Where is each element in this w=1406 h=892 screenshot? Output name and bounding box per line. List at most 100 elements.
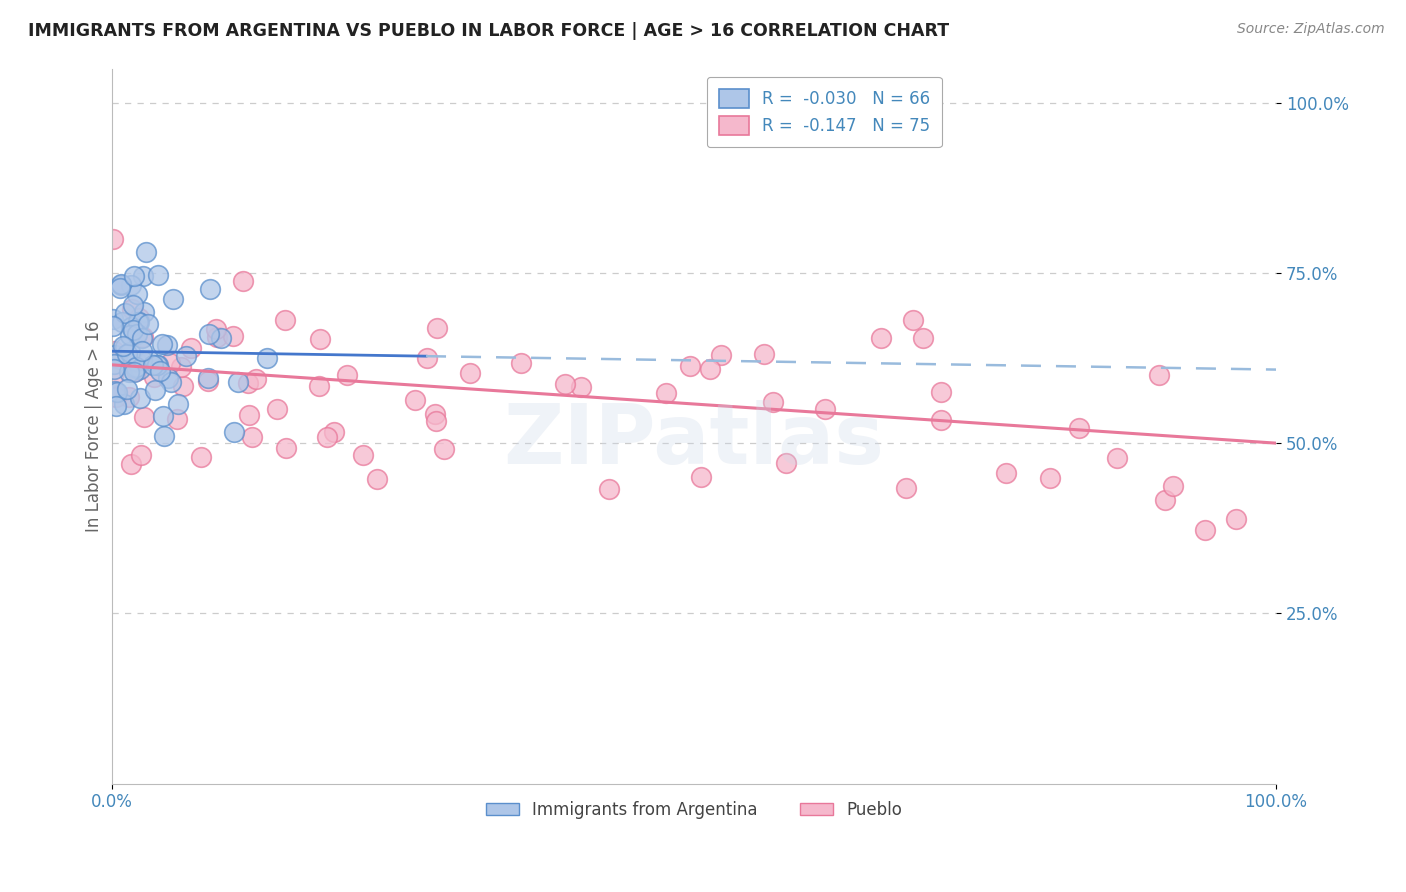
Point [197,371,219,385]
Point [1107,450,1129,465]
Point [710,347,733,361]
Point [134,410,156,425]
Point [104,399,127,413]
Point [166,411,188,425]
Point [209,331,232,345]
Point [699,361,721,376]
Point [256,351,278,365]
Point [118,365,141,379]
Point [131,343,153,358]
Point [111,338,134,352]
Point [122,268,145,283]
Point [132,305,155,319]
Point [433,442,456,456]
Point [274,313,297,327]
Point [115,382,138,396]
Point [157,371,180,385]
Point [103,384,125,399]
Point [1153,492,1175,507]
Point [404,392,426,407]
Point [458,367,481,381]
Point [276,441,298,455]
Point [122,298,145,312]
Point [114,306,136,320]
Point [690,469,713,483]
Point [142,369,165,384]
Point [180,342,202,356]
Point [128,315,150,329]
Point [323,425,346,439]
Point [120,345,142,359]
Point [103,357,125,371]
Point [352,448,374,462]
Point [510,356,533,370]
Point [103,361,125,376]
Point [125,354,148,368]
Point [172,379,194,393]
Point [554,376,576,391]
Point [121,301,143,316]
Point [911,330,934,344]
Point [1225,511,1247,525]
Point [174,349,197,363]
Point [160,375,183,389]
Point [101,232,124,246]
Point [132,269,155,284]
Point [120,457,142,471]
Point [240,430,263,444]
Point [103,343,125,358]
Point [678,359,700,374]
Point [198,282,221,296]
Point [125,327,148,342]
Point [245,372,267,386]
Point [762,394,785,409]
Point [198,327,221,342]
Point [128,391,150,405]
Point [308,379,330,393]
Point [228,375,250,389]
Point [129,361,152,376]
Text: ZIPatlas: ZIPatlas [503,400,884,481]
Point [118,390,141,404]
Point [425,414,447,428]
Point [110,277,132,292]
Point [101,319,124,334]
Point [104,348,127,362]
Point [131,353,153,368]
Point [366,472,388,486]
Legend: Immigrants from Argentina, Pueblo: Immigrants from Argentina, Pueblo [479,794,908,825]
Point [423,407,446,421]
Point [222,425,245,439]
Text: IMMIGRANTS FROM ARGENTINA VS PUEBLO IN LABOR FORCE | AGE > 16 CORRELATION CHART: IMMIGRANTS FROM ARGENTINA VS PUEBLO IN L… [28,22,949,40]
Point [131,331,153,345]
Point [127,287,149,301]
Point [869,330,891,344]
Point [205,329,228,343]
Point [426,321,449,335]
Point [127,315,149,329]
Point [135,244,157,259]
Point [308,332,330,346]
Point [156,338,179,352]
Point [416,351,439,365]
Point [205,321,228,335]
Point [128,310,150,325]
Point [901,313,924,327]
Y-axis label: In Labor Force | Age > 16: In Labor Force | Age > 16 [86,320,103,532]
Point [149,364,172,378]
Point [120,327,142,342]
Point [190,450,212,464]
Point [236,376,259,390]
Point [1147,368,1170,382]
Point [995,466,1018,480]
Point [101,311,124,326]
Point [232,274,254,288]
Point [1194,523,1216,537]
Point [107,385,129,400]
Point [105,390,128,404]
Point [138,353,160,368]
Point [145,358,167,372]
Point [162,293,184,307]
Text: Source: ZipAtlas.com: Source: ZipAtlas.com [1237,22,1385,37]
Point [569,380,592,394]
